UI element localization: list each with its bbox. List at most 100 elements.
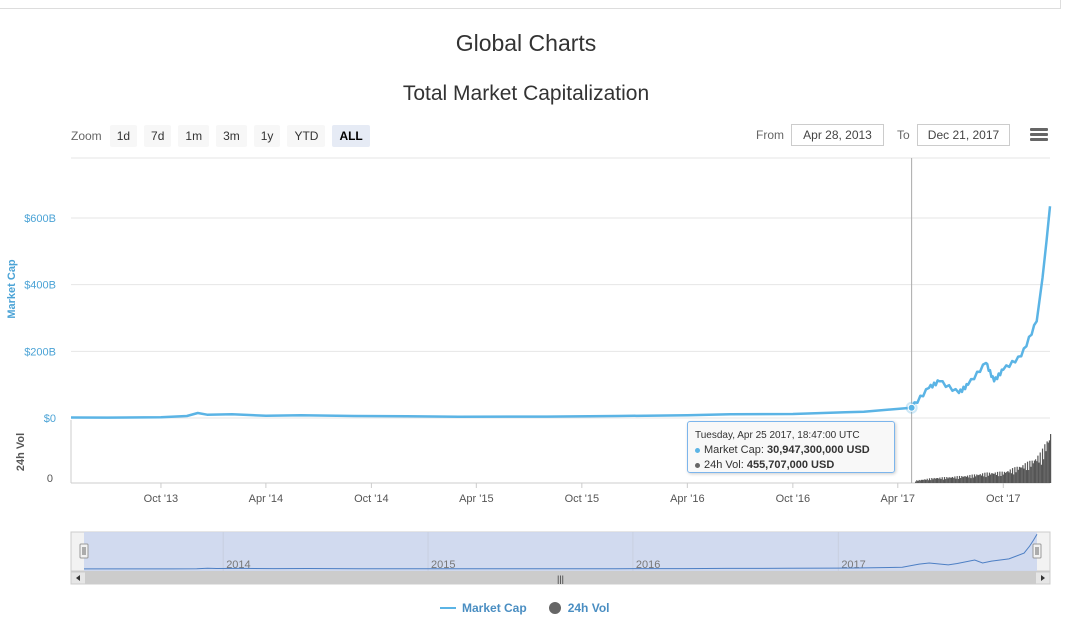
vol-bar <box>948 477 950 483</box>
vol-bar <box>933 477 935 483</box>
y-axis-title: Market Cap <box>6 259 18 319</box>
vol-bar <box>1014 467 1016 483</box>
zoom-3m-button[interactable]: 3m <box>216 125 247 147</box>
vol-bar <box>917 481 919 483</box>
vol-bar <box>1030 466 1032 483</box>
tooltip-mcap-label: Market Cap: <box>704 444 764 456</box>
to-date-input[interactable]: Dec 21, 2017 <box>917 124 1010 146</box>
tooltip: Tuesday, Apr 25 2017, 18:47:00 UTC Marke… <box>687 421 895 473</box>
vol-bar <box>934 478 936 483</box>
vol-bar <box>1041 448 1044 483</box>
from-date-input[interactable]: Apr 28, 2013 <box>791 124 884 146</box>
vol-bar <box>1045 451 1047 483</box>
vol-bar <box>941 477 943 483</box>
vol-bar <box>998 476 1000 483</box>
vol-bar <box>1023 468 1025 483</box>
vol-bar <box>1003 471 1006 483</box>
vol-bar <box>996 471 999 483</box>
vol-bar <box>1047 442 1049 483</box>
zoom-1d-button[interactable]: 1d <box>109 125 138 147</box>
vol-bar <box>991 473 993 483</box>
navigator-tick-label: 2017 <box>841 559 865 571</box>
vol-dot-icon <box>695 462 700 468</box>
scroll-right-arrow-icon[interactable] <box>1041 575 1045 581</box>
vol-bar <box>1007 471 1009 483</box>
vol-bar <box>969 474 971 483</box>
vol-bar <box>1008 472 1010 483</box>
vol-bar <box>960 477 962 483</box>
vol-bar <box>1001 471 1003 483</box>
y-tick-label: $0 <box>44 413 56 425</box>
vol-bar <box>936 478 939 483</box>
vol-bar <box>923 479 925 483</box>
vol-bar <box>1029 460 1031 483</box>
vol-bar <box>958 475 961 483</box>
vol-bar <box>981 473 984 483</box>
legend-item-market-cap[interactable]: Market Cap <box>440 601 527 615</box>
vol-bar <box>1043 459 1045 483</box>
y-tick-label: $600B <box>24 213 56 225</box>
vol-bar <box>1028 470 1030 483</box>
legend-label-market-cap: Market Cap <box>462 601 527 615</box>
zoom-all-button[interactable]: ALL <box>332 125 370 147</box>
vol-bar <box>1050 434 1052 483</box>
vol-bar <box>985 477 987 483</box>
vol-bar <box>918 479 920 483</box>
mcap-dot-icon <box>695 447 700 453</box>
vol-bar <box>961 476 963 483</box>
vol-bar <box>926 478 928 483</box>
vol-bar <box>1020 467 1022 483</box>
zoom-1m-button[interactable]: 1m <box>178 125 210 147</box>
vol-bar <box>963 476 965 483</box>
vol-bar <box>1016 466 1018 483</box>
x-tick-label: Apr '17 <box>881 493 916 505</box>
y-tick-label: $400B <box>24 280 56 292</box>
vol-bar <box>915 481 917 483</box>
vol-bar <box>1022 465 1024 483</box>
vol-bar <box>995 474 998 483</box>
vol-bar <box>962 477 964 483</box>
navigator-left-handle[interactable] <box>79 543 89 559</box>
vol-bar <box>1018 466 1021 483</box>
top-border <box>0 0 1061 9</box>
scrollbar-grip-icon: ||| <box>557 574 564 584</box>
vol-bar <box>1046 441 1048 483</box>
vol-bar <box>942 479 944 483</box>
scroll-left-arrow-icon[interactable] <box>76 575 80 581</box>
vol-bar <box>943 477 946 483</box>
vol-bar <box>1036 461 1038 483</box>
zoom-1y-button[interactable]: 1y <box>253 125 281 147</box>
zoom-bar: Zoom 1d 7d 1m 3m 1y YTD ALL <box>71 124 377 148</box>
vol-bar <box>922 479 924 483</box>
x-tick-label: Oct '13 <box>144 493 179 505</box>
vol-bar <box>971 474 973 483</box>
tooltip-vol-label: 24h Vol: <box>704 459 744 471</box>
vol-bar <box>932 479 934 483</box>
navigator-tick-label: 2015 <box>431 559 455 571</box>
vol-axis-title: 24h Vol <box>15 433 27 471</box>
vol-bar <box>919 480 921 483</box>
vol-bar <box>972 477 974 483</box>
hamburger-menu-icon[interactable] <box>1030 128 1048 142</box>
legend-item-24h-vol[interactable]: 24h Vol <box>548 601 609 615</box>
vol-bar <box>1037 455 1039 483</box>
navigator-tick-label: 2014 <box>226 559 250 571</box>
vol-bar <box>953 478 955 483</box>
vol-bar <box>1000 475 1002 483</box>
vol-bar <box>965 476 968 483</box>
vol-bar <box>992 473 994 483</box>
zoom-7d-button[interactable]: 7d <box>144 125 172 147</box>
vol-bar <box>977 475 979 483</box>
zoom-ytd-button[interactable]: YTD <box>287 125 326 147</box>
navigator-right-handle[interactable] <box>1032 543 1042 559</box>
x-tick-label: Apr '15 <box>459 493 494 505</box>
vol-bar <box>951 476 954 483</box>
scrollbar-thumb[interactable] <box>85 572 1036 584</box>
tooltip-mcap-value: 30,947,300,000 USD <box>766 444 870 456</box>
vol-bar <box>1033 460 1036 483</box>
vol-bar <box>1038 462 1040 483</box>
navigator-line <box>84 534 1038 570</box>
vol-bar <box>1024 463 1026 483</box>
hover-marker <box>907 403 916 412</box>
vol-bar <box>924 479 926 483</box>
